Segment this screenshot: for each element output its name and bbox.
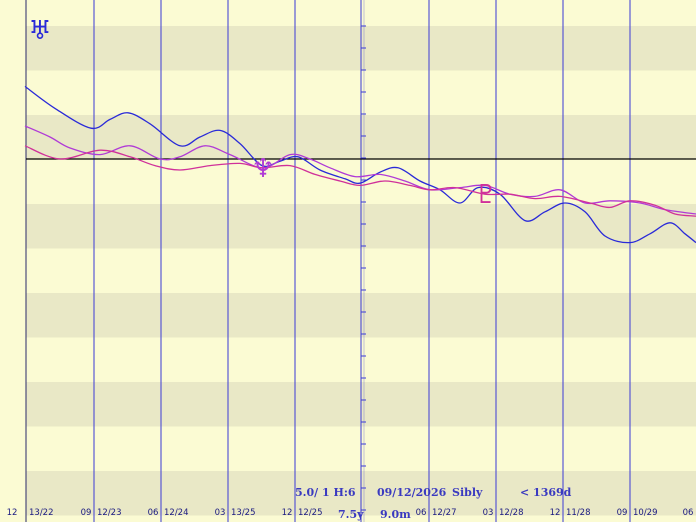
info-line1-name: Sibly: [452, 486, 483, 499]
tick-hour: 12: [7, 508, 18, 518]
tick-date: 12/23: [97, 508, 122, 518]
uranus-icon: ♅: [28, 16, 51, 46]
info-line1-left: 5.0/ 1 H:6: [295, 486, 356, 499]
tick-date: 12/27: [432, 508, 457, 518]
planet-glyphs: ♅ ♆ ♇: [28, 16, 497, 210]
series-line-uranus: [24, 85, 696, 244]
center-tick-marks: [361, 25, 366, 511]
tick-hour: 06: [148, 508, 159, 518]
series-line-pluto: [24, 145, 696, 217]
tick-date: 13/22: [29, 508, 54, 518]
tick-date: 11/28: [566, 508, 591, 518]
tick-date: 13/25: [231, 508, 256, 518]
tick-hour: 03: [215, 508, 226, 518]
tick-hour: 09: [81, 508, 92, 518]
info-line2-right: 9.0m: [380, 508, 411, 521]
tick-hour: 12: [550, 508, 561, 518]
tick-hour: 06: [683, 508, 694, 518]
tick-date: 12/28: [499, 508, 524, 518]
vertical-gridlines: [93, 0, 631, 522]
tick-date: 12/24: [164, 508, 189, 518]
tick-hour: 12: [282, 508, 293, 518]
info-line1-right: < 1369d: [520, 486, 572, 499]
tick-date: 10/29: [633, 508, 658, 518]
info-line1-date: 09/12/2026: [377, 486, 447, 499]
x-tick-labels: 12 13/22 09 12/23 06 12/24 03 13/25 12 12/25 06 12/…: [7, 508, 694, 518]
tick-date: 12/25: [298, 508, 323, 518]
info-panel: 5.0/ 1 H:6 09/12/2026 Sibly < 1369d 7.5y…: [295, 486, 572, 521]
tick-hour: 06: [416, 508, 427, 518]
series-lines: [24, 85, 696, 244]
pluto-icon: ♇: [474, 180, 497, 210]
info-line2-left: 7.5y: [338, 508, 364, 521]
tick-hour: 09: [617, 508, 628, 518]
tick-hour: 03: [483, 508, 494, 518]
neptune-icon: ♆: [251, 154, 274, 184]
